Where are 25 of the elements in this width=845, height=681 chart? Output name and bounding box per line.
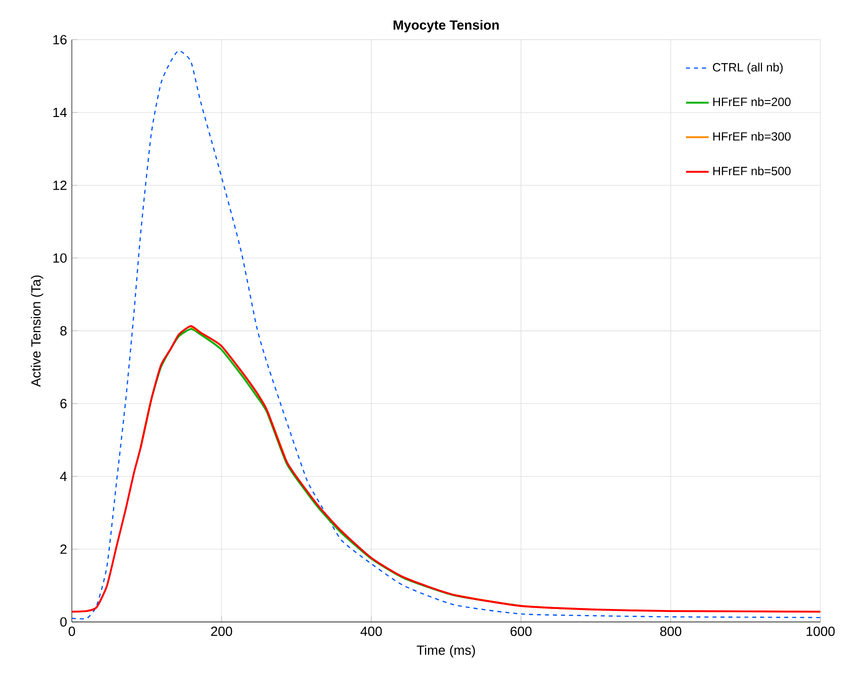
line-series bbox=[140, 328, 522, 608]
x-tick-label: 0 bbox=[68, 626, 76, 636]
y-tick-label: 4 bbox=[60, 472, 67, 482]
y-axis-title: Active Tension (Ta) bbox=[30, 276, 44, 388]
legend-label: HFrEF nb=200 bbox=[713, 98, 791, 106]
x-tick-label: 400 bbox=[360, 626, 382, 636]
x-tick-label: 600 bbox=[510, 626, 532, 636]
legend-label: CTRL (all nb) bbox=[712, 62, 783, 74]
y-tick-label: 0 bbox=[60, 617, 67, 627]
x-tick-label: 1000 bbox=[806, 626, 835, 636]
y-tick-label: 16 bbox=[53, 35, 67, 45]
x-axis-title: Time (ms) bbox=[416, 645, 475, 658]
y-tick-label: 2 bbox=[60, 544, 66, 554]
line-series bbox=[72, 325, 820, 613]
y-tick-label: 12 bbox=[53, 180, 66, 190]
x-tick-label: 800 bbox=[660, 626, 682, 636]
x-tick-label: 200 bbox=[211, 626, 232, 636]
legend-label: HFrEF nb=500 bbox=[713, 166, 791, 176]
y-tick-label: 10 bbox=[53, 254, 67, 263]
line-series bbox=[72, 50, 820, 620]
chart-title: Myocyte Tension bbox=[394, 20, 499, 33]
y-tick-label: 6 bbox=[60, 399, 67, 409]
y-tick-label: 14 bbox=[53, 108, 67, 118]
legend-label: HFrEF nb=300 bbox=[713, 132, 791, 141]
y-tick-label: 8 bbox=[60, 326, 67, 336]
